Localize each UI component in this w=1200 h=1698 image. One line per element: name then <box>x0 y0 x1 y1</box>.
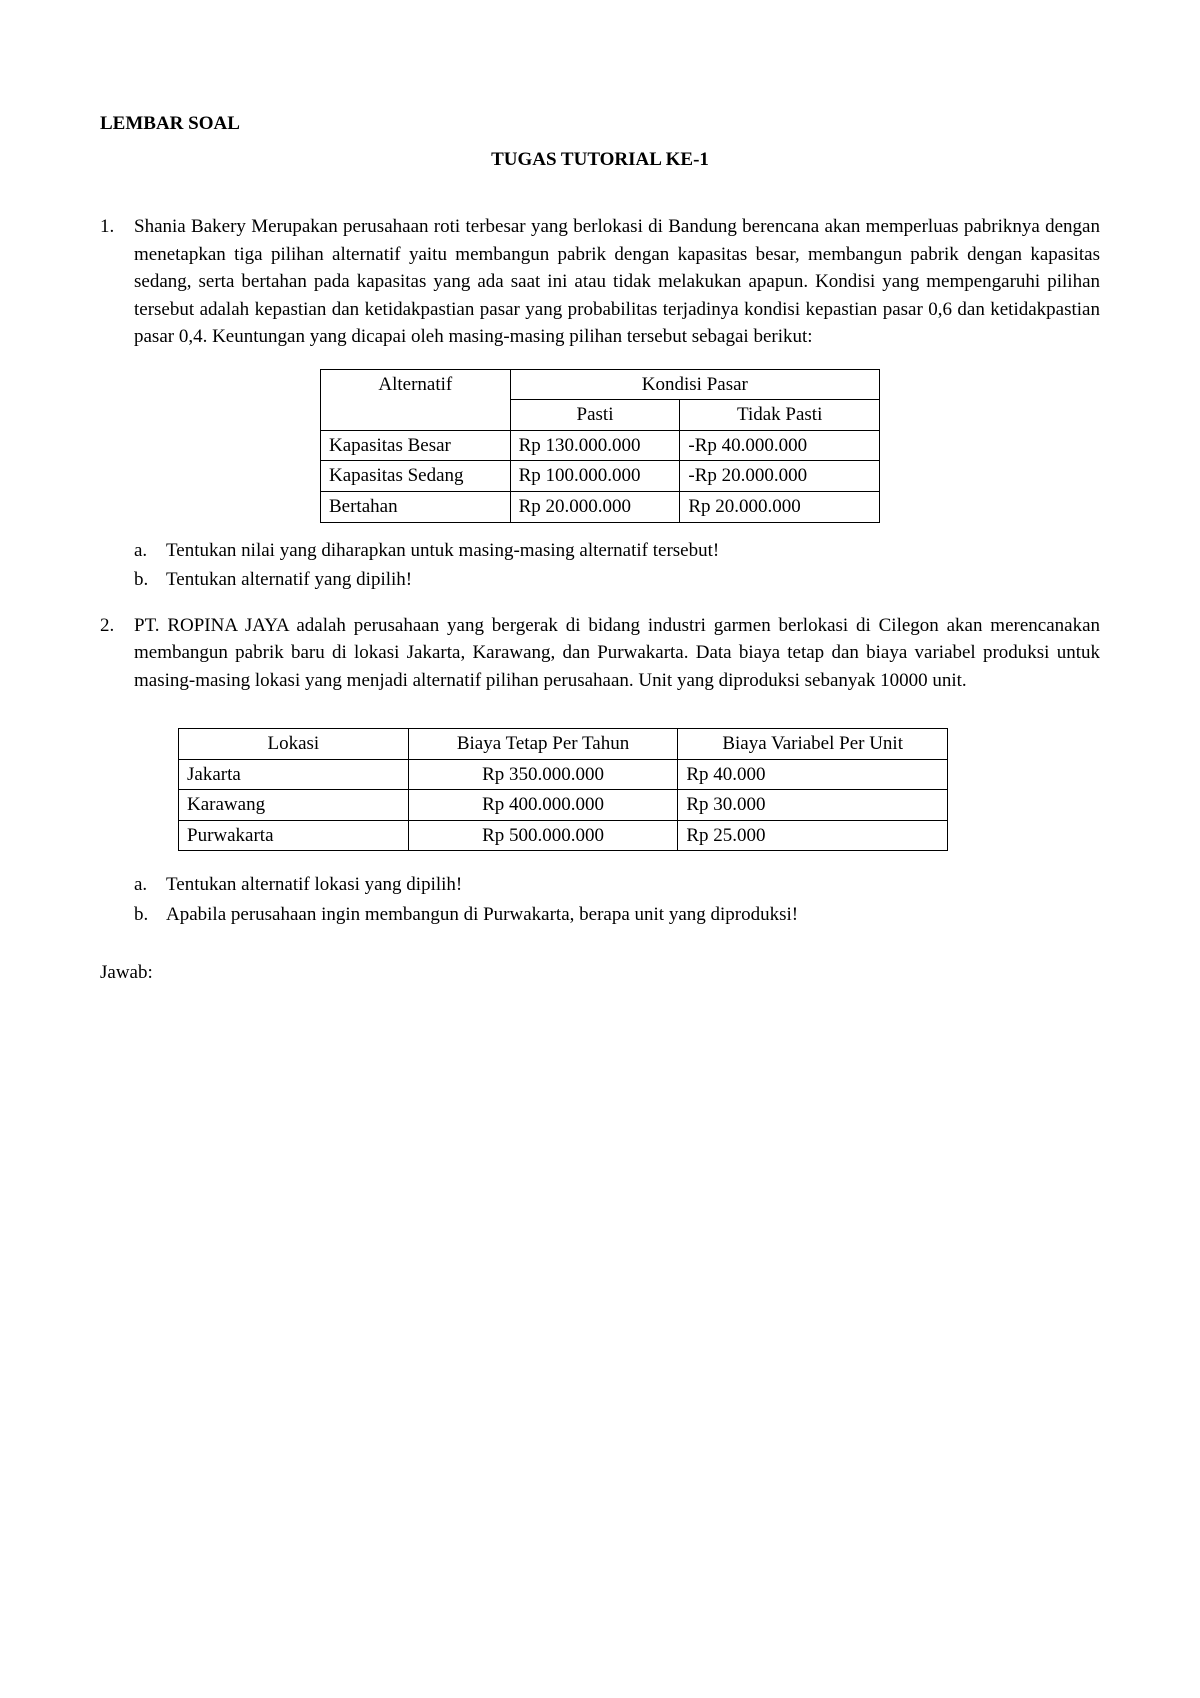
table-cell: Kapasitas Sedang <box>321 461 511 492</box>
question-2a: a. Tentukan alternatif lokasi yang dipil… <box>134 871 1100 899</box>
table-header-biaya-variabel: Biaya Variabel Per Unit <box>678 729 948 760</box>
question-2-text: PT. ROPINA JAYA adalah perusahaan yang b… <box>134 612 1100 695</box>
table-cell: Rp 500.000.000 <box>408 820 678 851</box>
table-cell: Bertahan <box>321 492 511 523</box>
table-row: Karawang Rp 400.000.000 Rp 30.000 <box>179 790 948 821</box>
table-cell: Karawang <box>179 790 409 821</box>
sub-text: Tentukan alternatif lokasi yang dipilih! <box>166 871 1100 899</box>
table-header-tidak-pasti: Tidak Pasti <box>680 400 880 431</box>
table-header-pasti: Pasti <box>510 400 680 431</box>
table-header-kondisi: Kondisi Pasar <box>510 369 879 400</box>
table-cell: Rp 20.000.000 <box>680 492 880 523</box>
document-header: LEMBAR SOAL <box>100 110 1100 138</box>
table-cell: Jakarta <box>179 759 409 790</box>
answer-label: Jawab: <box>100 959 1100 987</box>
table-row: Jakarta Rp 350.000.000 Rp 40.000 <box>179 759 948 790</box>
table-cell: Kapasitas Besar <box>321 430 511 461</box>
table-header-lokasi: Lokasi <box>179 729 409 760</box>
sub-letter: b. <box>134 901 166 929</box>
question-2: 2. PT. ROPINA JAYA adalah perusahaan yan… <box>100 612 1100 695</box>
table-row: Purwakarta Rp 500.000.000 Rp 25.000 <box>179 820 948 851</box>
table-cell: Rp 130.000.000 <box>510 430 680 461</box>
question-1b: b. Tentukan alternatif yang dipilih! <box>134 566 1100 594</box>
question-1a: a. Tentukan nilai yang diharapkan untuk … <box>134 537 1100 565</box>
table-cell: Rp 30.000 <box>678 790 948 821</box>
table-cell: Rp 100.000.000 <box>510 461 680 492</box>
question-2b: b. Apabila perusahaan ingin membangun di… <box>134 901 1100 929</box>
table-cell: -Rp 40.000.000 <box>680 430 880 461</box>
table-alternatif: Alternatif Kondisi Pasar Pasti Tidak Pas… <box>320 369 880 523</box>
table-cell: Rp 350.000.000 <box>408 759 678 790</box>
document-title: TUGAS TUTORIAL KE-1 <box>100 146 1100 174</box>
table-cell: Purwakarta <box>179 820 409 851</box>
sub-letter: a. <box>134 537 166 565</box>
table-header-biaya-tetap: Biaya Tetap Per Tahun <box>408 729 678 760</box>
question-1: 1. Shania Bakery Merupakan perusahaan ro… <box>100 213 1100 351</box>
table-cell: Rp 40.000 <box>678 759 948 790</box>
table-row: Alternatif Kondisi Pasar <box>321 369 880 400</box>
table-cell: -Rp 20.000.000 <box>680 461 880 492</box>
table-row: Bertahan Rp 20.000.000 Rp 20.000.000 <box>321 492 880 523</box>
question-1-text: Shania Bakery Merupakan perusahaan roti … <box>134 213 1100 351</box>
question-2-number: 2. <box>100 612 134 695</box>
table-lokasi: Lokasi Biaya Tetap Per Tahun Biaya Varia… <box>178 728 948 851</box>
sub-letter: a. <box>134 871 166 899</box>
table-cell: Rp 25.000 <box>678 820 948 851</box>
sub-text: Apabila perusahaan ingin membangun di Pu… <box>166 901 1100 929</box>
table-cell: Rp 400.000.000 <box>408 790 678 821</box>
sub-letter: b. <box>134 566 166 594</box>
table-header-alternatif: Alternatif <box>321 369 511 430</box>
question-1-number: 1. <box>100 213 134 351</box>
table-row: Lokasi Biaya Tetap Per Tahun Biaya Varia… <box>179 729 948 760</box>
sub-text: Tentukan nilai yang diharapkan untuk mas… <box>166 537 1100 565</box>
table-row: Kapasitas Sedang Rp 100.000.000 -Rp 20.0… <box>321 461 880 492</box>
table-row: Kapasitas Besar Rp 130.000.000 -Rp 40.00… <box>321 430 880 461</box>
sub-text: Tentukan alternatif yang dipilih! <box>166 566 1100 594</box>
table-cell: Rp 20.000.000 <box>510 492 680 523</box>
